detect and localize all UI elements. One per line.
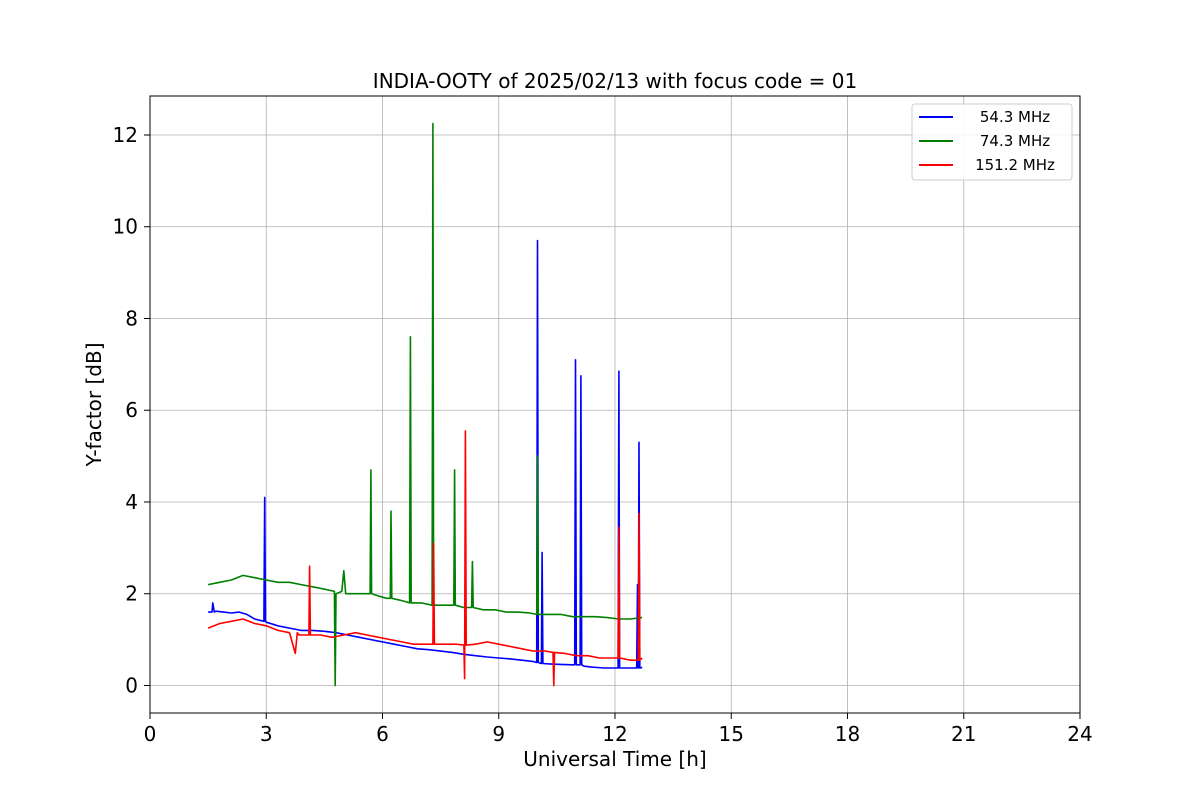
legend: 54.3 MHz 74.3 MHz 151.2 MHz xyxy=(911,103,1073,181)
x-tick-label: 15 xyxy=(719,722,744,746)
series-line-1 xyxy=(208,239,643,669)
x-tick-label: 18 xyxy=(835,722,860,746)
y-tick-label: 10 xyxy=(113,215,138,239)
x-tick-label: 0 xyxy=(144,722,157,746)
y-tick-label: 8 xyxy=(125,306,138,330)
chart-title: INDIA-OOTY of 2025/02/13 with focus code… xyxy=(373,69,857,93)
grid xyxy=(149,96,1081,713)
x-tick-label: 21 xyxy=(951,722,976,746)
y-tick-label: 6 xyxy=(125,398,138,422)
x-tick-label: 6 xyxy=(376,722,389,746)
y-tick-label: 0 xyxy=(125,673,138,697)
series-line-2 xyxy=(207,122,643,687)
legend-label-1: 54.3 MHz xyxy=(980,108,1050,126)
x-tick-label: 12 xyxy=(602,722,627,746)
y-tick-label: 2 xyxy=(125,582,138,606)
legend-box xyxy=(911,103,1073,181)
y-axis-label: Y-factor [dB] xyxy=(82,342,106,467)
plot-series xyxy=(207,122,643,687)
x-tick-label: 3 xyxy=(260,722,273,746)
y-tick-label: 4 xyxy=(125,490,138,514)
series-line-3 xyxy=(207,430,643,687)
x-tick-label: 9 xyxy=(492,722,505,746)
legend-label-2: 74.3 MHz xyxy=(980,132,1050,150)
legend-label-3: 151.2 MHz xyxy=(975,156,1055,174)
x-tick-label: 24 xyxy=(1067,722,1092,746)
y-tick-label: 12 xyxy=(113,123,138,147)
x-axis-label: Universal Time [h] xyxy=(523,747,706,771)
